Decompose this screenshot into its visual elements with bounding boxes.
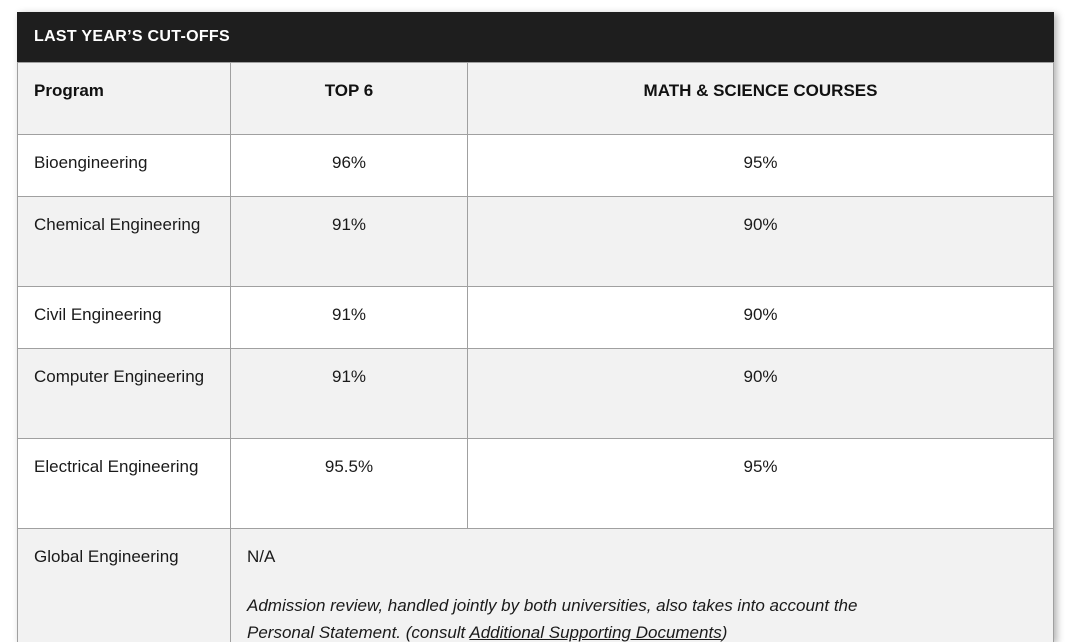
program-cell: Global Engineering [17,528,231,642]
math-science-cell: 95% [467,438,1054,529]
program-cell: Electrical Engineering [17,438,231,529]
table-title: LAST YEAR’S CUT-OFFS [17,12,1054,62]
program-cell: Chemical Engineering [17,196,231,287]
math-science-cell: 90% [467,196,1054,287]
column-header-math-science: MATH & SCIENCE COURSES [467,62,1054,135]
program-cell: Computer Engineering [17,348,231,439]
top6-cell: 91% [230,348,468,439]
table-row-electrical-engineering: Electrical Engineering 95.5% 95% [17,438,1054,529]
global-value: N/A [247,547,276,566]
top6-cell: 95.5% [230,438,468,529]
program-cell: Bioengineering [17,134,231,197]
cutoffs-table: Program TOP 6 MATH & SCIENCE COURSES Bio… [17,62,1054,642]
table-row-civil-engineering: Civil Engineering 91% 90% [17,286,1054,349]
top6-cell: 91% [230,196,468,287]
table-row-bioengineering: Bioengineering 96% 95% [17,134,1054,197]
math-science-cell: 90% [467,348,1054,439]
additional-supporting-documents-link[interactable]: Additional Supporting Documents [469,623,722,642]
admission-note: Admission review, handled jointly by bot… [247,592,1037,642]
note-line1: Admission review, handled jointly by bot… [247,596,858,615]
program-cell: Civil Engineering [17,286,231,349]
column-header-top6: TOP 6 [230,62,468,135]
note-suffix: ) [721,623,728,642]
cutoffs-table-card: LAST YEAR’S CUT-OFFS Program TOP 6 MATH … [17,12,1054,642]
top6-cell: 96% [230,134,468,197]
header-row: Program TOP 6 MATH & SCIENCE COURSES [17,62,1054,135]
note-line2-prefix: Personal Statement. (consult [247,623,470,642]
top6-cell: 91% [230,286,468,349]
table-row-global-engineering: Global Engineering N/A Admission review,… [17,528,1054,642]
table-row-chemical-engineering: Chemical Engineering 91% 90% [17,196,1054,287]
math-science-cell: 95% [467,134,1054,197]
global-merged-cell: N/A Admission review, handled jointly by… [230,528,1054,642]
table-row-computer-engineering: Computer Engineering 91% 90% [17,348,1054,439]
column-header-program: Program [17,62,231,135]
math-science-cell: 90% [467,286,1054,349]
